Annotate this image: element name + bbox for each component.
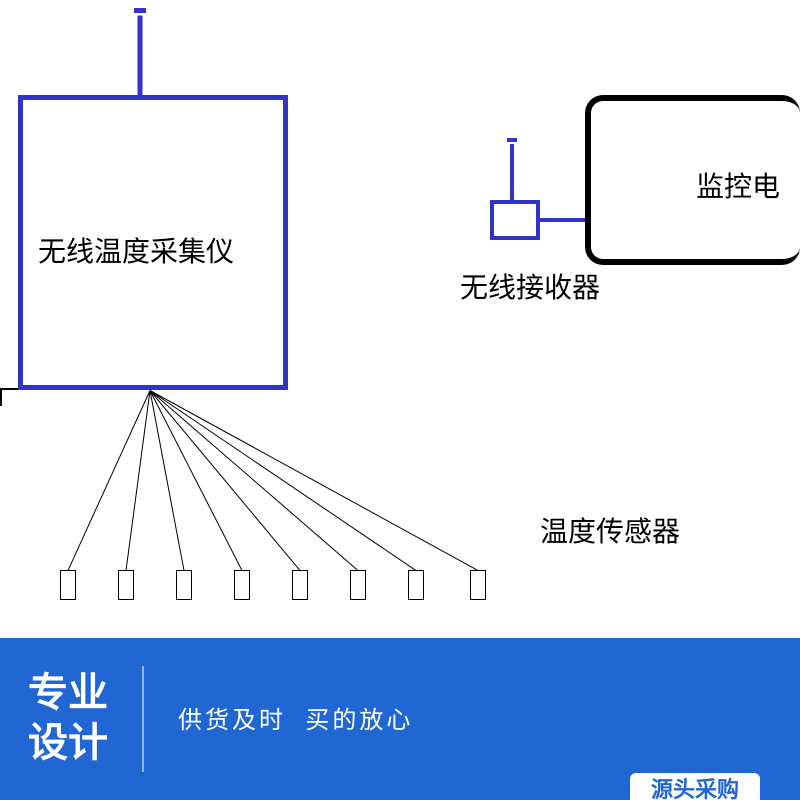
- sensor-node-6: [408, 570, 424, 600]
- receiver-antenna-tip: [507, 138, 517, 142]
- sensor-node-5: [350, 570, 366, 600]
- sensor-node-2: [176, 570, 192, 600]
- sensor-node-0: [60, 570, 76, 600]
- collector-antenna-tip: [134, 8, 146, 13]
- sensor-wire-6: [150, 390, 417, 571]
- sensor-node-3: [234, 570, 250, 600]
- banner-left-title: 专业 设计: [28, 668, 108, 768]
- stub-v: [0, 388, 2, 406]
- sensor-node-7: [470, 570, 486, 600]
- sensor-wire-3: [150, 390, 243, 570]
- banner-tag: 源头采购: [630, 773, 760, 800]
- sensor-wire-5: [150, 390, 359, 571]
- receiver-antenna: [510, 144, 514, 202]
- stage: 无线温度采集仪无线接收器 监控电温度传感器专业 设计 供货及时 买的放心源头采购: [0, 0, 800, 800]
- sensor-wire-2: [150, 390, 185, 570]
- monitor-label: 监控电: [696, 165, 780, 205]
- banner-center: 供货及时 买的放心: [178, 700, 413, 735]
- collector-label: 无线温度采集仪: [38, 230, 234, 270]
- banner-divider: [142, 666, 144, 772]
- receiver-box: [490, 200, 540, 240]
- sensor-wire-4: [150, 390, 301, 571]
- sensor-label: 温度传感器: [540, 510, 680, 550]
- receiver-link: [540, 218, 585, 222]
- stub-h: [0, 388, 18, 390]
- collector-antenna: [138, 16, 143, 99]
- sensor-node-4: [292, 570, 308, 600]
- receiver-label: 无线接收器: [460, 266, 600, 306]
- sensor-wire-7: [150, 390, 478, 571]
- sensor-node-1: [118, 570, 134, 600]
